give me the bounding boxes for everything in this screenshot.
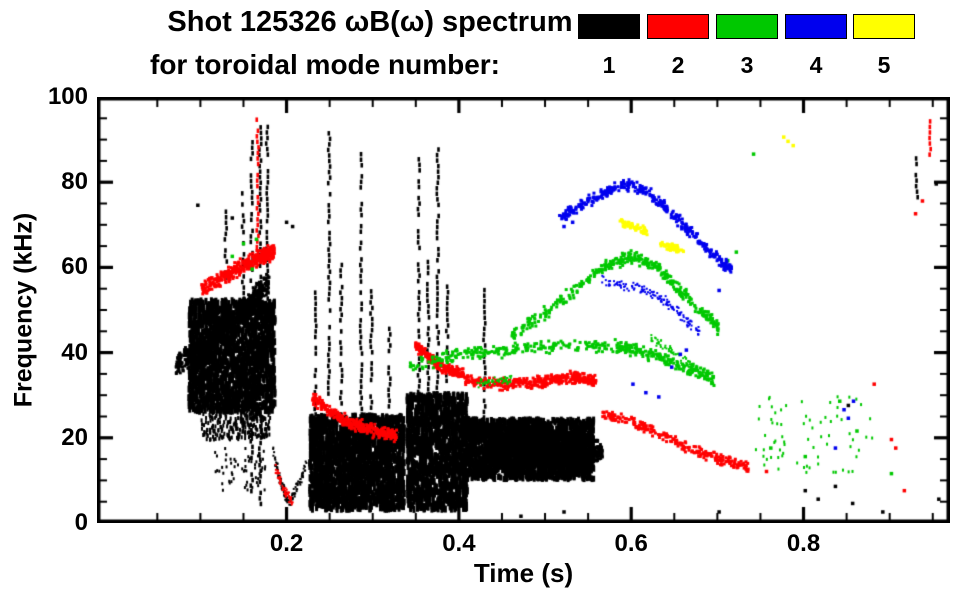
legend-label-n4: 4 xyxy=(809,52,823,78)
y-tick-label: 80 xyxy=(61,168,88,196)
legend-swatch-n4 xyxy=(785,14,847,39)
legend-swatch-n1 xyxy=(578,14,640,39)
legend-swatch-n2 xyxy=(647,14,709,39)
legend-swatch-n5 xyxy=(853,14,915,39)
y-tick-label: 40 xyxy=(61,338,88,366)
y-tick-label: 0 xyxy=(74,509,88,536)
x-tick-label: 0.2 xyxy=(269,530,304,557)
spectrogram-plot xyxy=(97,97,950,523)
y-tick-label: 60 xyxy=(61,253,88,281)
x-tick-label: 0.6 xyxy=(614,530,648,557)
y-axis-label: Frequency (kHz) xyxy=(9,212,38,408)
legend-label-n5: 5 xyxy=(877,52,891,78)
x-axis-label: Time (s) xyxy=(473,558,574,588)
legend-label-n3: 3 xyxy=(740,52,754,78)
y-tick-label: 100 xyxy=(47,83,88,110)
legend-label-n1: 1 xyxy=(602,52,616,78)
chart-title: Shot 125326 ωB(ω) spectrum xyxy=(167,6,573,38)
x-tick-label: 0.8 xyxy=(786,530,821,557)
x-tick-label: 0.4 xyxy=(442,530,476,557)
legend-swatch-n3 xyxy=(716,14,778,39)
y-tick-label: 20 xyxy=(61,423,88,451)
legend-label-n2: 2 xyxy=(671,52,685,78)
chart-subtitle: for toroidal mode number: xyxy=(150,49,500,80)
